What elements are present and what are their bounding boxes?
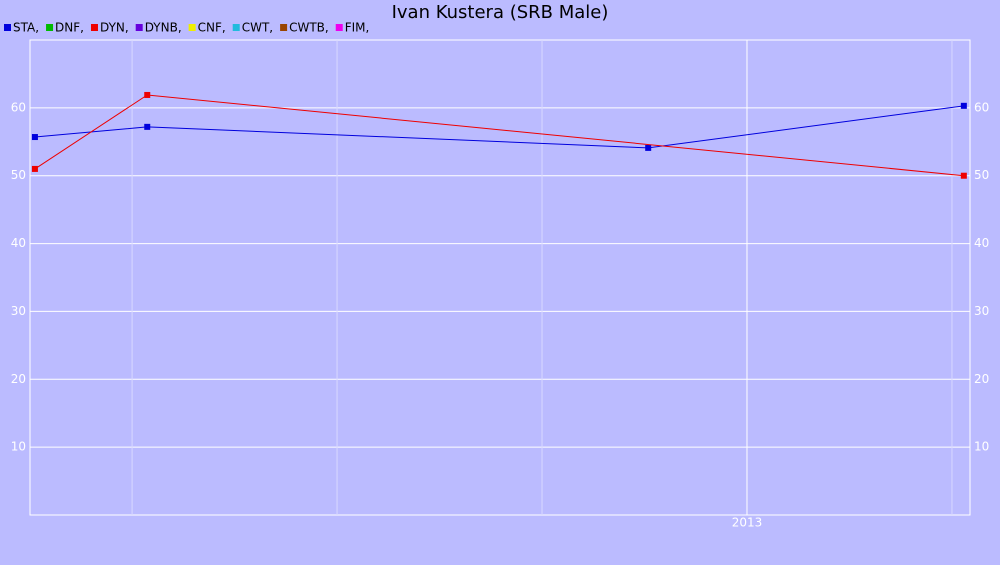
y-tick-label: 30	[11, 304, 26, 318]
y2-tick-label: 40	[974, 236, 989, 250]
y-tick-label: 10	[11, 440, 26, 454]
legend-swatch	[135, 24, 143, 31]
legend-label: CWT,	[242, 21, 273, 35]
legend-label: FIM,	[345, 21, 370, 35]
point	[31, 134, 38, 141]
legend-swatch	[90, 24, 98, 31]
y-tick-label: 20	[11, 372, 26, 386]
legend-label: DNF,	[55, 21, 84, 35]
legend-label: DYNB,	[145, 21, 182, 35]
plot-frame	[29, 39, 971, 516]
legend-swatch	[335, 24, 343, 31]
point	[960, 102, 967, 109]
y-tick-label: 60	[11, 100, 26, 114]
legend-swatch	[232, 24, 240, 31]
y2-tick-label: 50	[974, 168, 989, 182]
point	[960, 172, 967, 179]
legend-swatch	[46, 24, 54, 31]
chart-title: Ivan Kustera (SRB Male)	[392, 2, 609, 23]
legend-label: STA,	[13, 21, 39, 35]
y2-tick-label: 30	[974, 304, 989, 318]
legend-swatch	[188, 24, 196, 31]
point	[31, 165, 38, 172]
y-tick-label: 50	[11, 168, 26, 182]
y2-tick-label: 20	[974, 372, 989, 386]
legend-swatch	[280, 24, 288, 31]
legend-label: CWTB,	[289, 21, 329, 35]
y2-tick-label: 60	[974, 100, 989, 114]
x-tick-label: 2013	[732, 516, 763, 530]
point	[144, 91, 151, 98]
y-tick-label: 40	[11, 236, 26, 250]
point	[645, 144, 652, 151]
point	[144, 123, 151, 130]
legend-label: CNF,	[198, 21, 226, 35]
y2-tick-label: 10	[974, 440, 989, 454]
legend-label: DYN,	[100, 21, 129, 35]
legend-swatch	[4, 24, 11, 31]
